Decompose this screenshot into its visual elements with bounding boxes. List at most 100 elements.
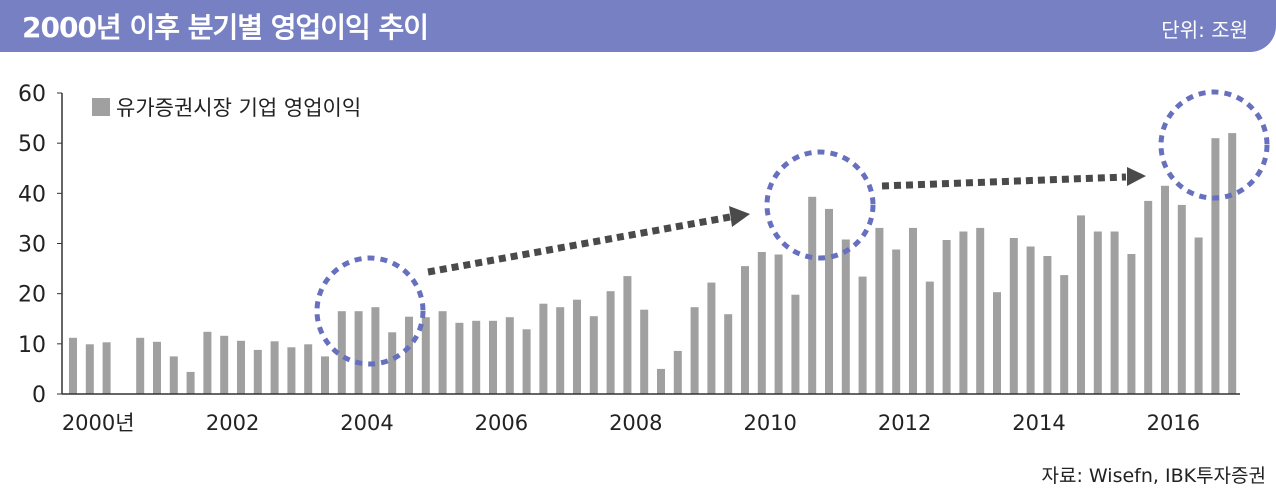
bar	[707, 282, 716, 394]
bar	[237, 340, 245, 394]
legend: 유가증권시장 기업 영업이익	[92, 96, 361, 120]
bar	[623, 276, 632, 394]
bar	[841, 239, 850, 394]
bar	[489, 320, 497, 394]
bar	[976, 227, 985, 394]
x-tick-label: 2002	[206, 411, 259, 435]
bar	[1127, 254, 1136, 394]
bar	[1110, 231, 1119, 394]
bar	[892, 249, 901, 394]
x-tick-label: 2010	[743, 411, 796, 435]
trend-arrow-2-head	[1127, 167, 1146, 186]
bar	[657, 368, 665, 394]
x-tick-label: 2006	[475, 411, 528, 435]
bar	[1009, 238, 1018, 394]
highlight-circle-2004	[314, 255, 426, 367]
y-tick-label: 30	[18, 233, 46, 258]
title-bar: 2000년 이후 분기별 영업이익 추이 단위: 조원	[0, 0, 1276, 52]
bar	[774, 254, 783, 394]
chart-title: 2000년 이후 분기별 영업이익 추이	[22, 11, 429, 44]
x-tick-label: 2012	[878, 411, 931, 435]
bar	[253, 349, 262, 394]
bar	[304, 344, 313, 394]
bar	[673, 350, 682, 394]
y-tick-label: 60	[18, 82, 46, 107]
bar	[203, 331, 212, 394]
bar	[472, 320, 481, 394]
bar	[791, 294, 800, 394]
bar	[556, 307, 565, 394]
bar	[757, 252, 766, 394]
unit-label: 단위: 조원	[1161, 18, 1248, 42]
y-axis: 0 10 20 30 40 50 60	[18, 82, 63, 408]
x-tick-label: 2008	[609, 411, 662, 435]
bars	[69, 133, 1237, 394]
bar	[438, 311, 447, 394]
x-axis: 2000년 2002 2004 2006 2008 2010 2012 2014 2016	[62, 393, 1240, 435]
bar	[690, 307, 699, 394]
bar	[186, 371, 195, 394]
bar	[539, 303, 548, 394]
y-tick-label: 40	[18, 182, 46, 207]
bar	[455, 322, 464, 394]
bar	[589, 316, 598, 394]
bar	[421, 317, 430, 394]
bar	[825, 208, 833, 394]
bar	[287, 347, 296, 394]
bar	[337, 311, 346, 394]
bar	[371, 307, 380, 394]
bar	[321, 356, 329, 394]
bar	[808, 196, 817, 394]
highlight-circle-2011	[764, 149, 876, 261]
bar	[85, 344, 94, 394]
bar	[1144, 200, 1153, 394]
bar	[724, 314, 733, 394]
bar	[1194, 237, 1203, 394]
bar	[153, 341, 161, 394]
bar	[1060, 275, 1069, 394]
annotations	[314, 89, 1270, 367]
y-tick-label: 50	[18, 132, 46, 157]
bar	[1177, 204, 1186, 394]
trend-arrow-1-head	[729, 206, 750, 227]
bar	[136, 337, 145, 394]
trend-arrow-1	[427, 213, 731, 276]
bar	[959, 231, 968, 394]
bar	[1077, 215, 1085, 394]
bar	[606, 291, 615, 394]
x-tick-label: 2000년	[62, 411, 135, 435]
source-note: 자료: Wisefn, IBK투자증권	[1041, 465, 1266, 487]
bar	[942, 240, 951, 394]
bar	[1026, 246, 1035, 394]
highlight-circle-2017	[1158, 89, 1270, 201]
trend-arrow-2	[881, 173, 1127, 190]
legend-label: 유가증권시장 기업 영업이익	[116, 96, 361, 120]
y-tick-label: 0	[32, 383, 46, 408]
bar	[270, 341, 279, 394]
bar	[220, 335, 229, 394]
bar	[875, 227, 884, 394]
x-tick-label: 2004	[340, 411, 393, 435]
bar	[102, 342, 111, 394]
bar	[1043, 256, 1052, 394]
bar	[1228, 133, 1237, 394]
bar	[1211, 138, 1220, 394]
bar	[69, 337, 77, 394]
bar	[1093, 231, 1102, 394]
bar	[573, 299, 581, 394]
bar	[925, 281, 934, 394]
bar	[388, 332, 397, 394]
bar	[505, 317, 514, 394]
legend-swatch	[92, 98, 110, 116]
bar	[858, 276, 867, 394]
x-tick-label: 2014	[1012, 411, 1065, 435]
bar	[741, 266, 749, 394]
bar	[640, 309, 649, 394]
y-tick-label: 20	[18, 283, 46, 308]
bar	[405, 316, 413, 394]
bar	[909, 227, 917, 394]
bar	[522, 329, 531, 394]
x-tick-label: 2016	[1147, 411, 1200, 435]
bar	[993, 292, 1001, 394]
